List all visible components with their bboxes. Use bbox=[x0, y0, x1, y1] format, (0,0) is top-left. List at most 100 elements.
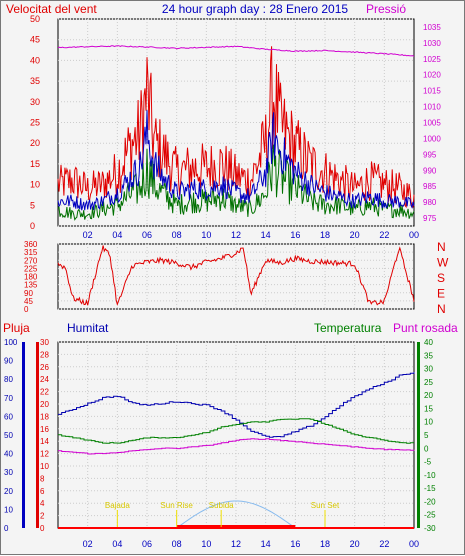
humidity-axis-tick-label: 0 bbox=[4, 524, 9, 533]
temperature-axis-tick-label: 0 bbox=[424, 444, 429, 453]
temperature-axis-tick-label: 35 bbox=[424, 351, 433, 360]
wind-axis-tick-label: 25 bbox=[30, 118, 40, 128]
direction-axis-tick-label: 90 bbox=[24, 289, 33, 298]
direction-axis-tick-label: 315 bbox=[24, 248, 38, 257]
wind-x-tick-label: 04 bbox=[112, 230, 122, 240]
pressure-title: Pressió bbox=[366, 2, 406, 16]
temperature-axis-tick-label: -5 bbox=[424, 458, 432, 467]
wind-x-tick-label: 14 bbox=[261, 230, 271, 240]
rain-axis-tick-label: 10 bbox=[40, 462, 49, 471]
rain-axis-tick-label: 0 bbox=[40, 524, 45, 533]
temperature-axis-tick-label: 30 bbox=[424, 365, 433, 374]
rain-axis-tick-label: 28 bbox=[40, 350, 49, 359]
humidity-axis-tick-label: 60 bbox=[4, 412, 13, 421]
rain-axis-tick-label: 14 bbox=[40, 437, 49, 446]
pressure-axis-tick-label: 1035 bbox=[423, 23, 441, 32]
wind-x-tick-label: 08 bbox=[172, 230, 182, 240]
direction-axis-tick-label: 360 bbox=[24, 240, 38, 249]
rain-axis-tick-label: 30 bbox=[40, 338, 49, 347]
humidity-axis-tick-label: 70 bbox=[4, 394, 13, 403]
temperature-axis-tick-label: 25 bbox=[424, 378, 433, 387]
temp-x-tick-label: 04 bbox=[112, 539, 122, 549]
pressure-series bbox=[57, 45, 415, 57]
pressure-axis-tick-label: 1000 bbox=[423, 134, 441, 143]
wind-x-tick-label: 18 bbox=[320, 230, 330, 240]
dewpoint-series bbox=[58, 438, 415, 455]
pressure-axis-tick-label: 1025 bbox=[423, 55, 441, 64]
temperature-axis-tick-label: 10 bbox=[424, 418, 433, 427]
direction-axis-tick-label: 180 bbox=[24, 273, 38, 282]
dewpoint-title: Punt rosada bbox=[393, 321, 458, 335]
temp-x-tick-label: 20 bbox=[350, 539, 360, 549]
compass-label: N bbox=[437, 240, 446, 254]
wind-x-tick-label: 20 bbox=[350, 230, 360, 240]
temp-x-tick-label: 12 bbox=[231, 539, 241, 549]
wind-axis-tick-label: 0 bbox=[30, 221, 35, 231]
temp-x-tick-label: 02 bbox=[83, 539, 93, 549]
daylight-bar bbox=[176, 525, 296, 528]
rain-axis-tick-label: 8 bbox=[40, 474, 45, 483]
temp-x-tick-label: 08 bbox=[172, 539, 182, 549]
temperature-axis-tick-label: -15 bbox=[424, 484, 436, 493]
direction-axis-tick-label: 0 bbox=[24, 305, 29, 314]
wind-axis-tick-label: 20 bbox=[30, 138, 40, 148]
rain-axis-tick-label: 4 bbox=[40, 499, 45, 508]
pressure-axis-tick-label: 1005 bbox=[423, 119, 441, 128]
rain-axis-bar bbox=[36, 342, 39, 528]
event-label: Sun Set bbox=[311, 501, 340, 510]
temperature-axis-tick-label: -25 bbox=[424, 511, 436, 520]
humidity-axis-tick-label: 100 bbox=[4, 338, 18, 347]
compass-label: S bbox=[437, 271, 445, 285]
humidity-axis-bar bbox=[22, 342, 25, 528]
temperature-axis-tick-label: -10 bbox=[424, 471, 436, 480]
wind-axis-tick-label: 10 bbox=[30, 180, 40, 190]
rain-axis-tick-label: 2 bbox=[40, 512, 45, 521]
rain-axis-tick-label: 24 bbox=[40, 375, 49, 384]
humidity-axis-tick-label: 40 bbox=[4, 450, 13, 459]
wind-x-tick-label: 06 bbox=[142, 230, 152, 240]
wind-axis-tick-label: 45 bbox=[30, 35, 40, 45]
direction-axis-tick-label: 135 bbox=[24, 281, 38, 290]
pressure-axis-tick-label: 1010 bbox=[423, 103, 441, 112]
temperature-axis-tick-label: -30 bbox=[424, 524, 436, 533]
pressure-axis-tick-label: 1020 bbox=[423, 71, 441, 80]
humidity-title: Humitat bbox=[67, 321, 109, 335]
pressure-axis-tick-label: 975 bbox=[423, 214, 437, 223]
event-label: Subida bbox=[209, 501, 234, 510]
wind-speed-title: Velocitat del vent bbox=[6, 2, 97, 16]
wind-axis-tick-label: 5 bbox=[30, 200, 35, 210]
temp-x-tick-label: 14 bbox=[261, 539, 271, 549]
humidity-axis-tick-label: 90 bbox=[4, 357, 13, 366]
rain-axis-tick-label: 20 bbox=[40, 400, 49, 409]
temp-x-tick-label: 16 bbox=[290, 539, 300, 549]
temperature-axis-tick-label: 5 bbox=[424, 431, 429, 440]
temperature-axis-tick-label: 20 bbox=[424, 391, 433, 400]
graph-date-title: 24 hour graph day : 28 Enero 2015 bbox=[162, 2, 348, 16]
temp-x-tick-label: 22 bbox=[379, 539, 389, 549]
wind-direction-series bbox=[57, 245, 415, 306]
event-label: Sun Rise bbox=[160, 501, 193, 510]
pressure-axis-tick-label: 1030 bbox=[423, 39, 441, 48]
humidity-axis-tick-label: 30 bbox=[4, 468, 13, 477]
rain-axis-tick-label: 6 bbox=[40, 487, 45, 496]
wind-avg-series bbox=[57, 110, 415, 211]
wind-x-tick-label: 00 bbox=[409, 230, 419, 240]
wind-x-tick-label: 02 bbox=[83, 230, 93, 240]
humidity-axis-tick-label: 20 bbox=[4, 487, 13, 496]
temp-x-tick-label: 00 bbox=[409, 539, 419, 549]
compass-label: N bbox=[437, 302, 446, 316]
rain-axis-tick-label: 12 bbox=[40, 450, 49, 459]
wind-x-tick-label: 22 bbox=[379, 230, 389, 240]
temperature-axis-tick-label: 40 bbox=[424, 338, 433, 347]
compass-label: W bbox=[437, 256, 449, 270]
pressure-axis-tick-label: 995 bbox=[423, 150, 437, 159]
direction-axis-tick-label: 45 bbox=[24, 297, 33, 306]
wind-axis-tick-label: 35 bbox=[30, 76, 40, 86]
pressure-axis-tick-label: 990 bbox=[423, 166, 437, 175]
temperature-series bbox=[58, 418, 414, 444]
temperature-axis-tick-label: 15 bbox=[424, 404, 433, 413]
humidity-axis-tick-label: 80 bbox=[4, 375, 13, 384]
temp-x-tick-label: 10 bbox=[201, 539, 211, 549]
rain-axis-tick-label: 18 bbox=[40, 412, 49, 421]
event-label: Bajada bbox=[105, 501, 130, 510]
